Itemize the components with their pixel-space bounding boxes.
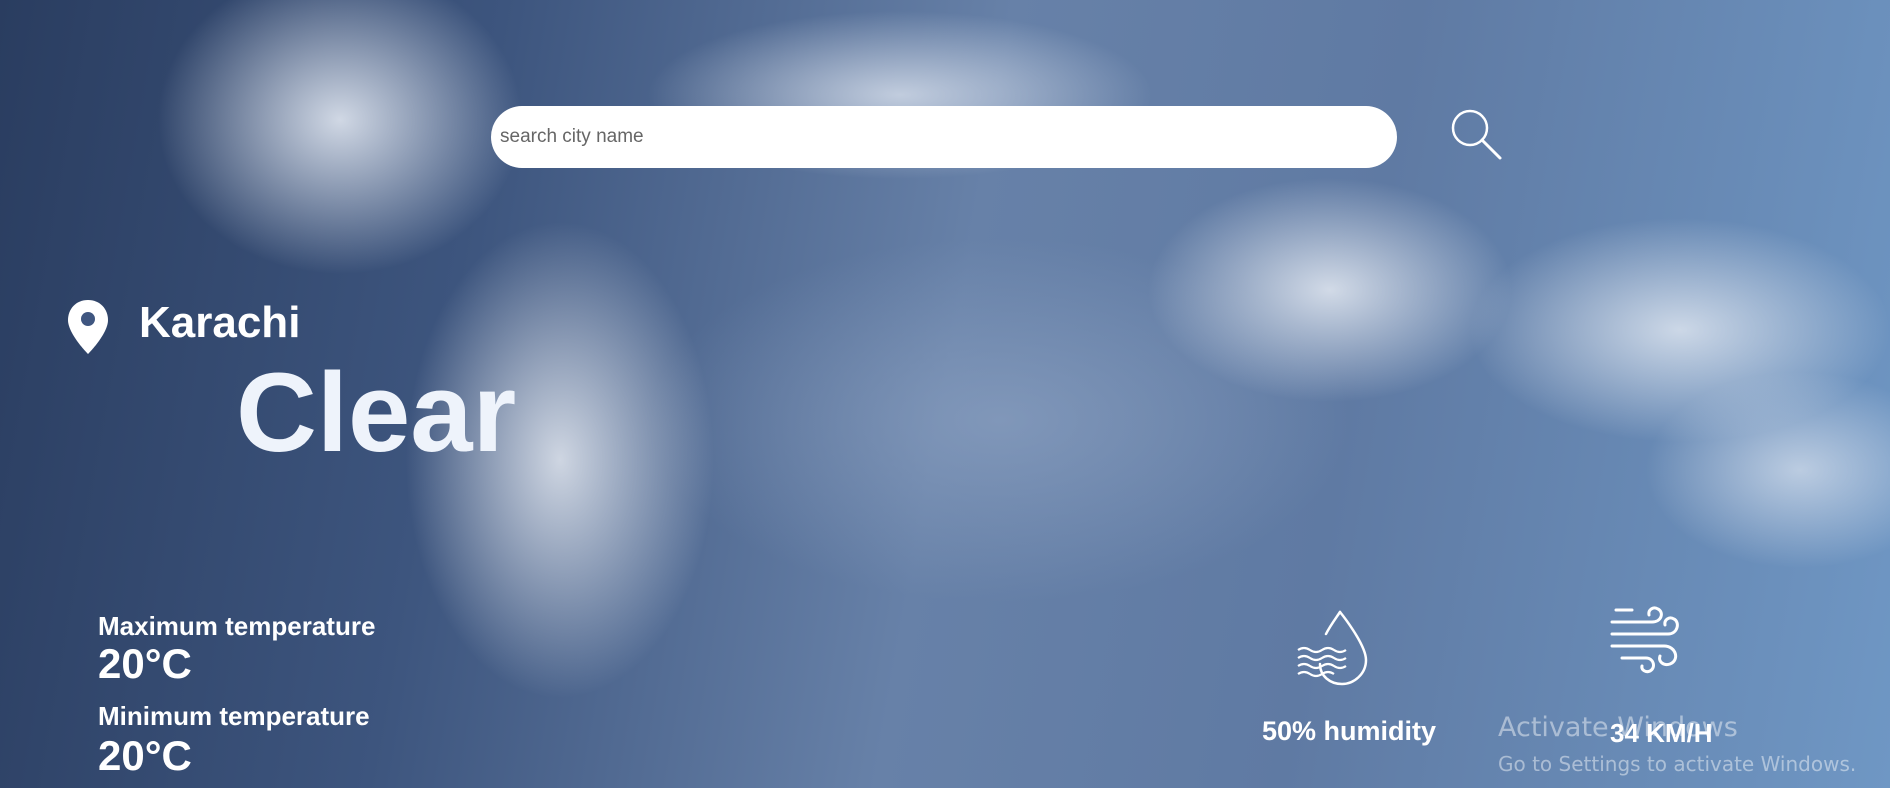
min-temperature-label: Minimum temperature xyxy=(98,701,370,731)
location-pin-icon xyxy=(68,300,108,354)
humidity-value: 50% humidity xyxy=(1262,716,1437,746)
activate-windows-title: Activate Windows xyxy=(1498,712,1738,743)
max-temperature-label: Maximum temperature xyxy=(98,611,376,641)
search-icon xyxy=(1451,109,1502,160)
humidity-drop-icon xyxy=(1297,610,1368,686)
search-button[interactable] xyxy=(1448,106,1504,162)
activate-windows-subtitle: Go to Settings to activate Windows. xyxy=(1498,752,1857,776)
weather-condition: Clear xyxy=(236,350,517,475)
city-name: Karachi xyxy=(139,298,301,347)
min-temperature-value: 20°C xyxy=(98,732,192,779)
wind-icon xyxy=(1610,606,1679,674)
wind-speed-value: 34 KM/H xyxy=(1610,718,1713,748)
search-input[interactable] xyxy=(491,106,1397,168)
max-temperature-value: 20°C xyxy=(98,640,192,687)
